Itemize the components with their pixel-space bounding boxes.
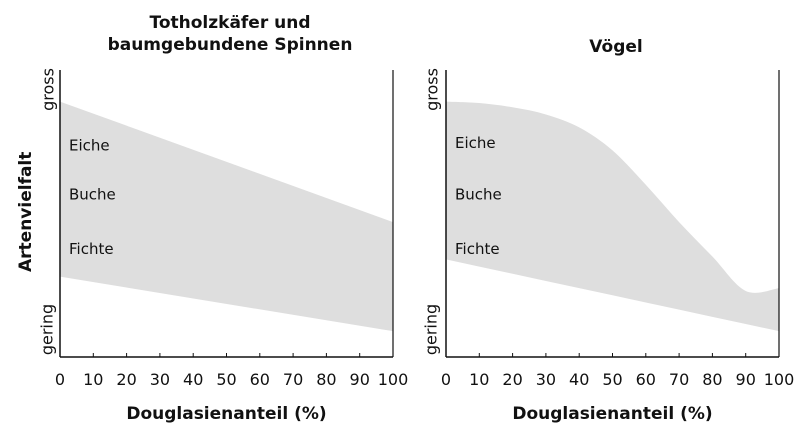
chart-1-x-tick-label-20: 20 xyxy=(116,370,136,389)
chart-2-x-tick-label-20: 20 xyxy=(502,370,522,389)
chart-2-x-tick-label-70: 70 xyxy=(669,370,689,389)
chart-1-x-axis-label: Douglasienanteil (%) xyxy=(126,404,327,424)
chart-2-x-axis-label: Douglasienanteil (%) xyxy=(512,404,713,424)
chart-2-annotation-buche: Buche xyxy=(455,185,502,203)
chart-1-annotation-fichte: Fichte xyxy=(69,240,114,258)
chart-2-x-tick-label-10: 10 xyxy=(469,370,489,389)
chart-2-annotation-eiche: Eiche xyxy=(455,134,496,152)
chart-2-x-tick-label-0: 0 xyxy=(441,370,451,389)
chart-1-annotation-eiche: Eiche xyxy=(69,137,110,155)
chart-1-x-tick-label-10: 10 xyxy=(83,370,103,389)
chart-1-x-tick-label-0: 0 xyxy=(55,370,65,389)
chart-2-title: Vögel xyxy=(589,37,643,57)
chart-2-x-tick-label-50: 50 xyxy=(602,370,622,389)
chart-1-title: Totholzkäfer und baumgebundene Spinnen xyxy=(107,13,353,55)
chart-1-x-tick-label-60: 60 xyxy=(250,370,270,389)
chart-2-x-tick-label-90: 90 xyxy=(736,370,756,389)
chart-1-x-tick-label-100: 100 xyxy=(378,370,409,389)
chart-2-x-tick-label-80: 80 xyxy=(702,370,722,389)
chart-1-x-tick-label-80: 80 xyxy=(316,370,336,389)
chart-2-x-tick-label-60: 60 xyxy=(636,370,656,389)
chart-2-x-tick-label-40: 40 xyxy=(569,370,589,389)
chart-1-x-tick-label-40: 40 xyxy=(183,370,203,389)
chart-2-x-tick-label-30: 30 xyxy=(536,370,556,389)
chart-1-x-tick-label-90: 90 xyxy=(350,370,370,389)
chart-1-x-tick-label-30: 30 xyxy=(150,370,170,389)
chart-1-annotation-buche: Buche xyxy=(69,185,116,203)
chart-2-x-tick-label-100: 100 xyxy=(764,370,795,389)
chart-1-band-area-1 xyxy=(60,101,393,332)
chart-2-annotation-fichte: Fichte xyxy=(455,240,500,258)
chart-1-x-tick-label-70: 70 xyxy=(283,370,303,389)
chart-2-band-area-1 xyxy=(446,101,779,332)
chart-1-x-tick-label-50: 50 xyxy=(216,370,236,389)
